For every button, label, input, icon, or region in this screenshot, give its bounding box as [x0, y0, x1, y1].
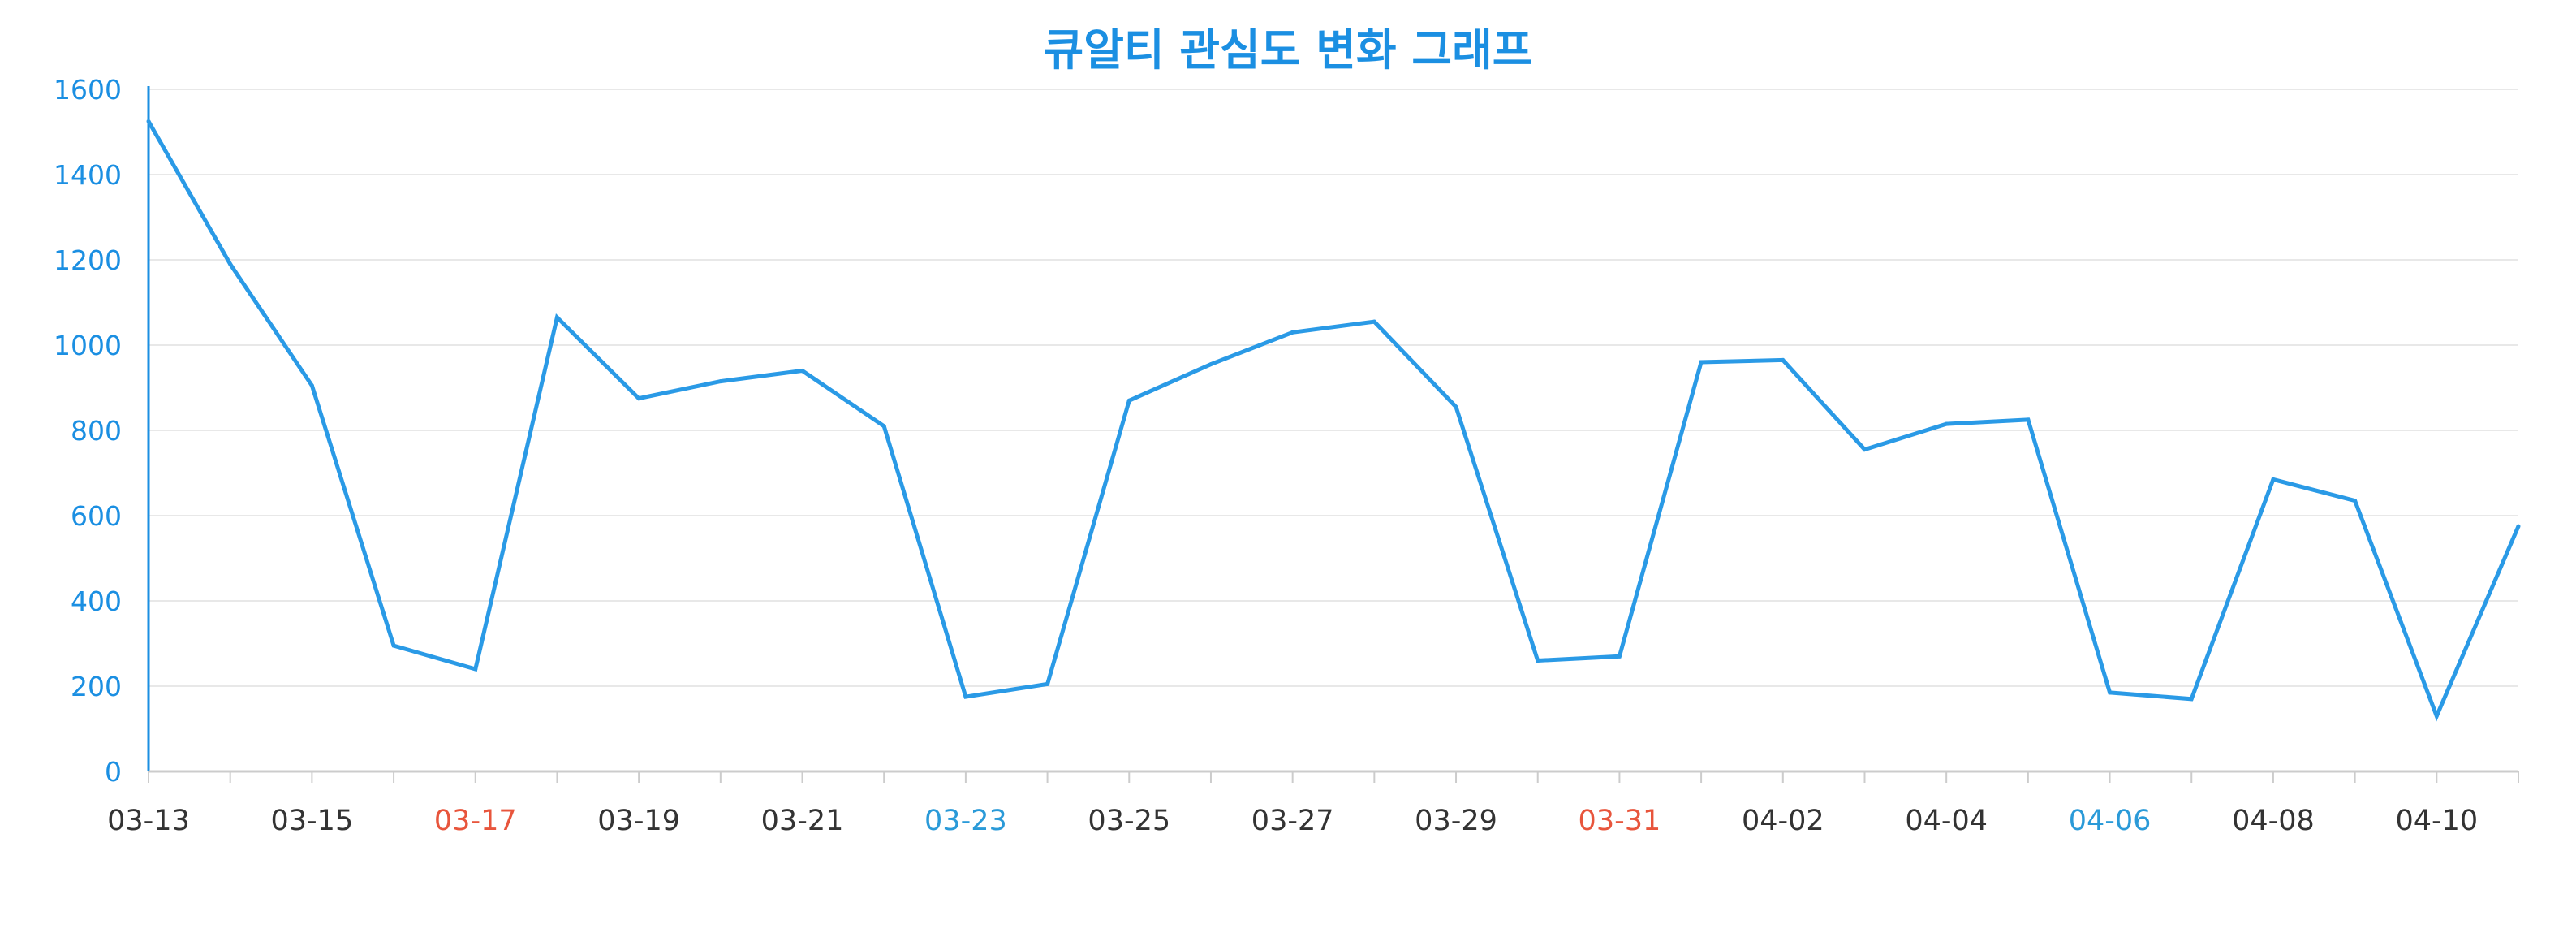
x-tick-label: 03-13: [107, 805, 190, 837]
data-point: [2271, 477, 2276, 482]
x-tick-label: 03-21: [761, 805, 844, 837]
data-point: [146, 119, 151, 123]
data-point: [473, 667, 478, 672]
x-tick-label: 04-08: [2232, 805, 2315, 837]
data-point: [1208, 362, 1213, 367]
data-point: [1045, 681, 1050, 686]
chart-title: 큐알티 관심도 변화 그래프: [1044, 24, 1533, 76]
y-tick-label: 1400: [54, 159, 122, 191]
data-point: [1290, 330, 1295, 335]
y-tick-label: 600: [71, 500, 122, 532]
x-tick-label: 04-06: [2069, 805, 2152, 837]
data-point: [228, 261, 233, 266]
y-tick-label: 0: [105, 756, 122, 788]
data-point: [2026, 417, 2031, 422]
x-tick-label: 03-23: [924, 805, 1007, 837]
data-point: [2108, 690, 2113, 695]
data-point: [718, 379, 723, 384]
x-axis-ticks: 03-13 03-15 03-17 03-19 03-21 03-23 03-25 03-27…: [107, 805, 2478, 837]
x-tick-label: 03-25: [1088, 805, 1170, 837]
data-point: [881, 424, 886, 429]
x-tick-label: 03-31: [1579, 805, 1661, 837]
data-point: [554, 315, 559, 320]
x-tick-label: 03-15: [271, 805, 354, 837]
x-tick-label: 04-02: [1742, 805, 1824, 837]
y-tick-label: 1000: [54, 330, 122, 361]
data-point: [309, 383, 314, 388]
x-tick-label: 03-17: [434, 805, 517, 837]
x-tick-label: 04-04: [1905, 805, 1988, 837]
y-tick-label: 800: [71, 415, 122, 447]
data-point: [1536, 659, 1540, 663]
y-tick-label: 200: [71, 671, 122, 702]
gridlines: [149, 89, 2518, 687]
y-tick-label: 1600: [54, 74, 122, 106]
data-point: [1126, 398, 1131, 403]
data-point: [1617, 654, 1622, 659]
data-point: [1862, 447, 1867, 452]
data-point: [2434, 714, 2439, 719]
x-tick-label: 03-29: [1415, 805, 1497, 837]
y-axis-ticks: 0 200 400 600 800 1000 1200 1400 1600: [54, 74, 122, 788]
data-point: [2516, 524, 2521, 529]
data-point: [1372, 319, 1376, 324]
x-tick-label: 03-19: [597, 805, 680, 837]
data-point: [1781, 357, 1786, 362]
x-tick-label: 03-27: [1251, 805, 1334, 837]
data-point: [391, 643, 396, 648]
data-point: [1699, 360, 1704, 365]
series-layer: [146, 119, 2521, 722]
data-point: [800, 369, 805, 373]
data-point: [1454, 404, 1458, 409]
axes: [147, 86, 2519, 783]
data-point: [1944, 421, 1949, 426]
y-tick-label: 1200: [54, 244, 122, 276]
data-point: [2353, 499, 2358, 503]
y-tick-label: 400: [71, 585, 122, 617]
data-point: [2189, 697, 2194, 702]
series-line: [146, 120, 2521, 722]
data-point: [636, 396, 641, 401]
x-tick-label: 04-10: [2395, 805, 2478, 837]
data-point: [963, 694, 968, 699]
